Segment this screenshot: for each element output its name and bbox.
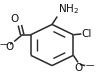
Text: NH$_2$: NH$_2$ xyxy=(58,2,79,16)
Text: Cl: Cl xyxy=(82,29,92,39)
Text: O: O xyxy=(5,42,14,52)
Text: —: — xyxy=(85,61,94,70)
Text: O: O xyxy=(74,63,82,73)
Text: O: O xyxy=(11,14,19,24)
Text: —: — xyxy=(0,40,8,49)
